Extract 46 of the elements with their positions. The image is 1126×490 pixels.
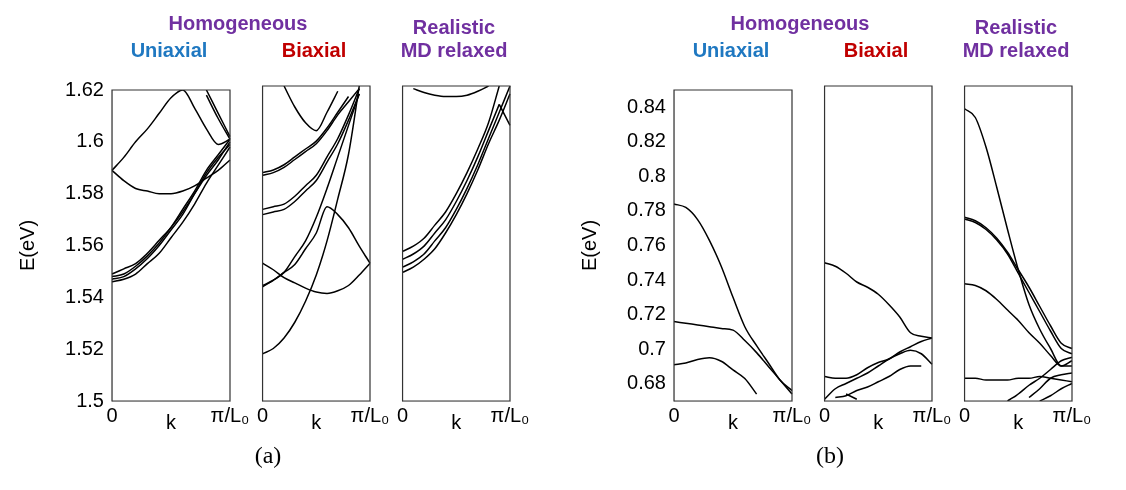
y-tick-label: 0.82 <box>627 129 666 152</box>
y-tick-label: 1.62 <box>65 77 104 100</box>
chart-title: Biaxial <box>281 39 347 61</box>
x-tick-label: π/L₀ <box>912 403 952 426</box>
chart-title: Realistic MD relaxed <box>961 15 1071 63</box>
y-tick-label: 1.56 <box>65 233 104 256</box>
y-tick-label: 1.58 <box>65 181 104 204</box>
y-tick-label: 0.72 <box>627 302 666 325</box>
text: Homogeneous <box>729 12 871 35</box>
x-tick-label: π/L₀ <box>772 403 812 426</box>
x-axis-title: k <box>166 410 177 433</box>
y-tick-label: 0.76 <box>627 233 666 256</box>
x-tick-label: π/L₀ <box>210 403 250 426</box>
y-tick-label: 1.52 <box>65 336 104 359</box>
chart-title: Uniaxial <box>692 39 770 61</box>
x-axis-title: k <box>728 410 739 433</box>
y-axis-title: E(eV) <box>15 219 38 272</box>
x-tick-label: 0 <box>397 403 409 426</box>
x-axis-title: k <box>873 410 885 433</box>
text: (a) <box>253 441 283 469</box>
x-tick-label: 0 <box>819 403 831 426</box>
x-tick-label: 0 <box>106 403 118 426</box>
y-tick-label: 1.6 <box>76 129 104 152</box>
y-tick-label: 1.54 <box>65 284 104 307</box>
y-tick-label: 0.8 <box>638 163 666 186</box>
y-tick-label: 0.78 <box>627 198 666 221</box>
text: Homogeneous <box>167 12 309 35</box>
x-tick-label: 0 <box>668 403 680 426</box>
x-tick-label: 0 <box>257 403 269 426</box>
x-tick-label: π/L₀ <box>1052 403 1092 426</box>
x-tick-label: π/L₀ <box>350 403 390 426</box>
x-tick-label: 0 <box>959 403 971 426</box>
y-axis-title: E(eV) <box>577 219 600 272</box>
x-axis-title: k <box>1013 410 1025 433</box>
y-tick-label: 0.7 <box>638 336 666 359</box>
y-tick-label: 1.5 <box>76 388 104 411</box>
y-tick-label: 0.84 <box>627 94 666 117</box>
y-tick-label: 0.74 <box>627 267 666 290</box>
x-axis-title: k <box>311 410 323 433</box>
text: (b) <box>815 441 845 469</box>
x-axis-title: k <box>451 410 463 433</box>
chart-title: Realistic MD relaxed <box>399 15 509 63</box>
chart-title: Uniaxial <box>130 39 208 61</box>
x-tick-label: π/L₀ <box>490 403 530 426</box>
y-tick-label: 0.68 <box>627 371 666 394</box>
chart-title: Biaxial <box>843 39 909 61</box>
